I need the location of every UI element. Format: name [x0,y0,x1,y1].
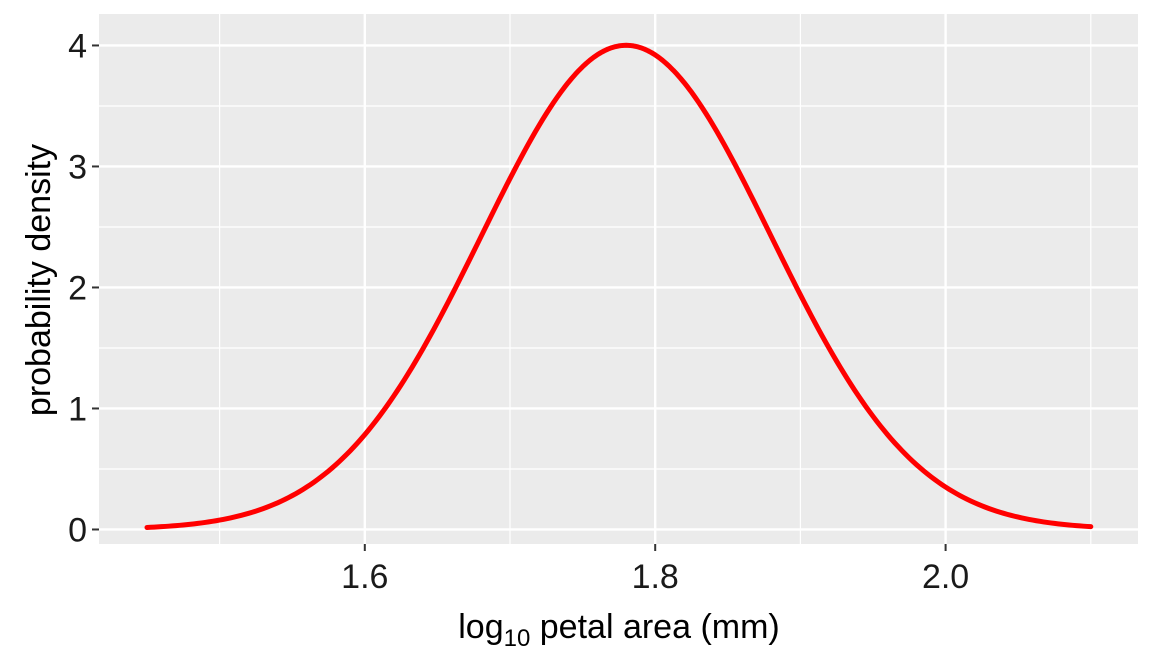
major-gridlines [99,14,1138,544]
panel-background [99,14,1138,544]
y-axis-title: probability density [20,144,58,416]
x-tick-label-2: 2.0 [922,558,969,596]
y-tick-label-1: 1 [68,390,87,428]
x-axis-title: log10 petal area (mm) [458,608,779,652]
x-tick-label-1: 1.8 [632,558,679,596]
y-tick-label-2: 2 [68,269,87,307]
y-axis: 0 1 2 3 4 [68,27,99,549]
y-tick-label-0: 0 [68,511,87,549]
x-tick-label-0: 1.6 [341,558,388,596]
x-axis-title-suffix: petal area (mm) [530,608,779,646]
density-curve-0 [144,42,1094,530]
series-layer [144,42,1094,530]
minor-gridlines [99,14,1138,544]
y-tick-label-3: 3 [68,148,87,186]
x-axis: 1.6 1.8 2.0 [341,544,969,596]
x-axis-title-subscript: 10 [504,625,531,652]
y-tick-label-4: 4 [68,27,87,65]
x-axis-title-prefix: log [458,608,503,646]
